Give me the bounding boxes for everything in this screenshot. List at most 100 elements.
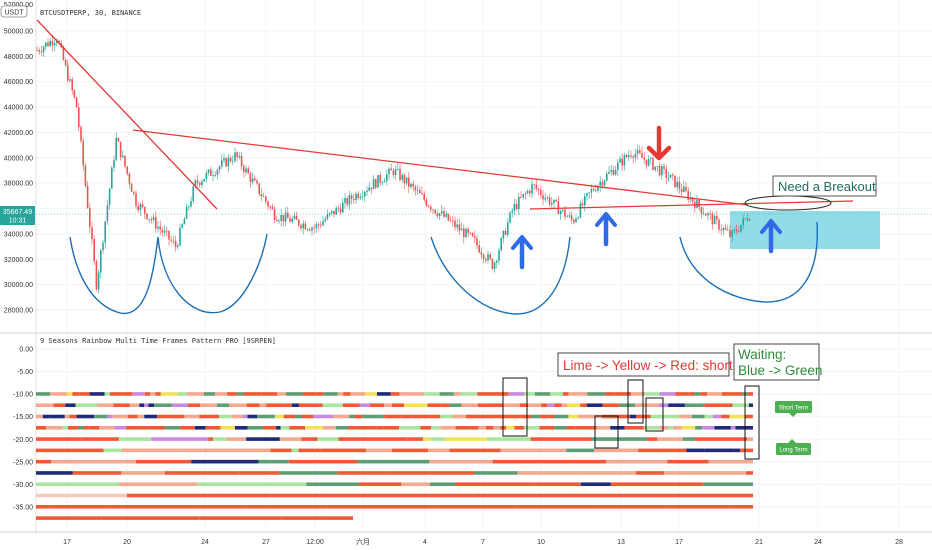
candle-body xyxy=(645,159,648,166)
candle-body xyxy=(256,180,258,184)
pattern-curve-right xyxy=(679,221,818,303)
rainbow-segment xyxy=(524,392,535,396)
candle-body xyxy=(500,238,502,251)
candle-body xyxy=(544,197,546,200)
candle-body xyxy=(405,177,408,184)
candle-body xyxy=(533,184,535,186)
candle-body xyxy=(311,227,313,231)
rainbow-segment xyxy=(203,392,216,396)
candle-body xyxy=(740,224,742,232)
rainbow-segment xyxy=(449,403,462,408)
price-badge xyxy=(0,206,35,225)
rainbow-segment xyxy=(721,392,731,396)
candle-body xyxy=(42,46,45,53)
rainbow-segment xyxy=(125,426,142,430)
rainbow-segment xyxy=(88,426,100,430)
rainbow-segment xyxy=(68,426,79,430)
rainbow-segment xyxy=(745,414,753,419)
rainbow-segment xyxy=(215,392,228,396)
rainbow-segment xyxy=(574,459,607,464)
rainbow-segment xyxy=(485,426,494,430)
candle-body xyxy=(663,166,665,169)
candle-body xyxy=(601,181,604,186)
rainbow-segment xyxy=(197,482,245,487)
breakout-label: Need a Breakout xyxy=(778,179,876,194)
rainbow-segment xyxy=(270,448,292,453)
rainbow-segment xyxy=(148,426,166,430)
rainbow-segment xyxy=(266,403,284,408)
candle-body xyxy=(665,168,667,179)
rainbow-segment xyxy=(474,471,514,475)
rainbow-segment xyxy=(519,403,529,408)
rainbow-segment xyxy=(144,403,149,408)
rainbow-segment xyxy=(202,448,271,453)
rainbow-segment xyxy=(302,414,313,419)
candle-body xyxy=(430,206,432,210)
candle-body xyxy=(317,224,320,226)
rainbow-segment xyxy=(729,505,753,509)
candle-body xyxy=(315,224,318,228)
indicator-tick-label: -20.00 xyxy=(13,437,33,444)
candle-body xyxy=(271,206,274,210)
candle-body xyxy=(86,185,89,208)
rainbow-segment xyxy=(242,414,248,419)
rainbow-segment xyxy=(439,505,516,509)
candle-body xyxy=(588,192,590,194)
rainbow-segment xyxy=(747,437,753,441)
rainbow-segment xyxy=(180,448,203,453)
candle-body xyxy=(89,207,91,228)
rainbow-segment xyxy=(636,426,644,430)
rainbow-segment xyxy=(695,437,748,441)
candle-body xyxy=(493,262,496,269)
rainbow-segment xyxy=(585,414,603,419)
candle-body xyxy=(111,167,113,189)
rainbow-segment xyxy=(517,471,583,475)
rainbow-segment xyxy=(239,471,280,475)
rainbow-segment xyxy=(36,426,47,430)
rainbow-segment xyxy=(36,392,51,396)
rainbow-segment xyxy=(528,403,542,408)
candle-body xyxy=(141,204,144,207)
rainbow-segment xyxy=(384,403,392,408)
rainbow-segment xyxy=(42,414,50,419)
currency-badge-label: USDT xyxy=(4,10,24,17)
candle-body xyxy=(227,157,230,167)
rainbow-segment xyxy=(76,414,95,419)
candle-body xyxy=(711,214,714,225)
candle-body xyxy=(584,195,586,206)
candle-body xyxy=(192,186,194,202)
rainbow-segment xyxy=(196,505,247,509)
candle-body xyxy=(97,272,100,290)
candle-body xyxy=(278,220,280,222)
rainbow-segment xyxy=(135,459,192,464)
candle-body xyxy=(249,173,252,183)
rainbow-segment xyxy=(376,426,384,430)
time-axis[interactable]: 17 20 24 27 12:00 六月 4 7 10 13 17 21 24 28 xyxy=(63,537,903,546)
rainbow-segment xyxy=(399,392,408,396)
rainbow-segment xyxy=(581,426,597,430)
candle-body xyxy=(460,228,463,231)
candle-body xyxy=(394,169,397,176)
candle-body xyxy=(570,215,573,220)
rainbow-segment xyxy=(506,426,515,430)
candle-body xyxy=(555,199,557,202)
candle-body xyxy=(240,156,243,167)
candle-body xyxy=(696,199,698,208)
candle-body xyxy=(152,217,155,220)
rainbow-segment xyxy=(283,414,296,419)
rainbow-segment xyxy=(263,426,277,430)
rainbow-segment xyxy=(69,414,77,419)
rainbow-segment xyxy=(562,392,569,396)
candle-body xyxy=(212,175,214,177)
rainbow-segment xyxy=(384,414,401,419)
rainbow-segment xyxy=(696,403,705,408)
rainbow-segment xyxy=(484,414,499,419)
rainbow-segment xyxy=(365,392,378,396)
currency-badge[interactable] xyxy=(0,5,28,18)
indicator-axis[interactable]: 0.00 -5.00 -10.00 -15.00 -20.00 -25.00 -30.00 -… xyxy=(13,347,33,512)
rainbow-segment xyxy=(177,392,188,396)
candle-body xyxy=(683,186,685,192)
indicator-tick-label: -35.00 xyxy=(13,505,33,512)
